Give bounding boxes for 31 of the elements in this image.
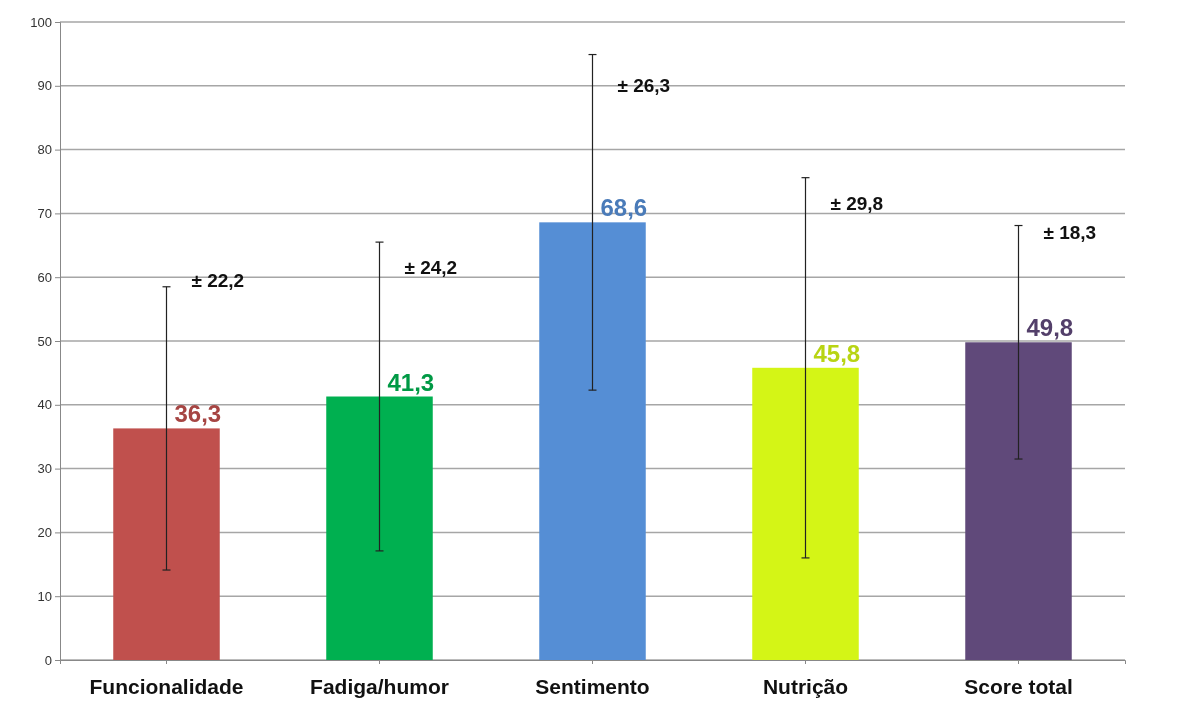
annotation: ± 22,2 <box>191 269 245 291</box>
annotation: ± 29,8 <box>830 193 884 215</box>
bar <box>752 367 859 660</box>
y-tick-label: 30 <box>37 461 52 477</box>
data-label: 45,8 <box>813 339 861 367</box>
bar <box>965 342 1072 660</box>
x-tick-label: Score total <box>964 675 1073 699</box>
annotation: ± 26,3 <box>617 75 671 97</box>
y-tick-label: 50 <box>37 333 52 349</box>
y-tick-label: 60 <box>37 269 52 285</box>
bar <box>539 222 646 660</box>
y-tick-label: 90 <box>37 78 52 94</box>
y-tick-label: 20 <box>37 525 52 541</box>
y-tick-label: 40 <box>37 397 52 413</box>
x-tick-label: Funcionalidade <box>89 675 244 699</box>
x-tick-label: Fadiga/humor <box>310 675 449 699</box>
annotation: ± 18,3 <box>1043 221 1097 243</box>
y-tick-label: 70 <box>37 206 52 222</box>
data-label: 36,3 <box>174 400 222 428</box>
y-tick-label: 10 <box>37 588 52 604</box>
y-tick-label: 80 <box>37 142 52 158</box>
y-tick-label: 100 <box>30 14 52 30</box>
x-tick-label: Sentimento <box>535 675 650 699</box>
bar <box>326 396 433 660</box>
data-label: 49,8 <box>1026 314 1074 342</box>
bar <box>113 428 220 660</box>
data-label: 68,6 <box>600 194 648 222</box>
x-tick-label: Nutrição <box>762 675 849 699</box>
annotation: ± 24,2 <box>404 257 458 279</box>
y-tick-label: 0 <box>44 652 52 668</box>
data-label: 41,3 <box>387 368 435 396</box>
